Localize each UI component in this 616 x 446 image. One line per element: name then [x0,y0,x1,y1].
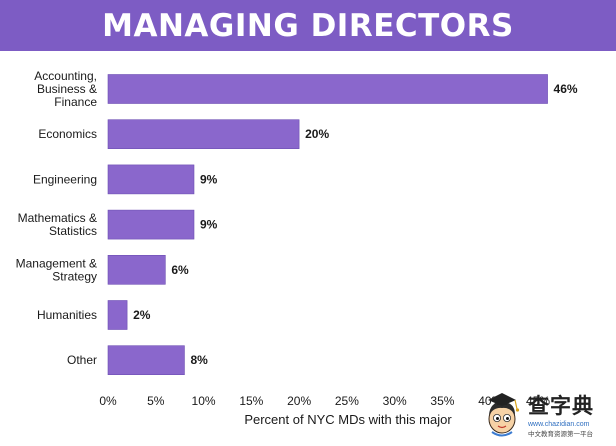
category-label-line: Finance [54,95,97,109]
category-label-line: Statistics [49,224,97,238]
x-tick-label-7: 35% [430,394,454,408]
bar-5 [107,300,128,330]
chart-title: MANAGING DIRECTORS [102,7,514,44]
value-labels: 46% 20% 9% 9% 6% 2% 8% [133,82,578,367]
category-label-5: Humanities [37,308,97,322]
bar-1 [107,119,300,149]
category-label-0: Accounting, Business & Finance [34,69,97,109]
category-label-4: Management & Strategy [16,256,97,283]
watermark-tagline: 中文教育资源第一平台 [528,429,593,438]
value-label-1: 20% [305,127,329,141]
watermark-url: www.chazidian.com [527,421,590,428]
category-label-1: Economics [38,127,97,141]
value-label-0: 46% [554,82,578,96]
bar-3 [107,209,195,240]
category-label-line: Economics [38,127,97,141]
x-tick-label-4: 20% [287,394,311,408]
x-tick-label-3: 15% [239,394,263,408]
category-label-line: Mathematics & [18,211,97,225]
category-label-line: Strategy [52,269,97,283]
x-tick-label-6: 30% [383,394,407,408]
x-tick-label-0: 0% [99,394,117,408]
category-labels: Accounting, Business & Finance Economics Eng… [16,69,98,367]
category-label-3: Mathematics & Statistics [18,211,97,238]
x-tick-label-1: 5% [147,394,165,408]
value-label-4: 6% [171,263,189,277]
category-label-line: Management & [16,256,97,270]
bar-6 [107,345,185,376]
x-tick-label-5: 25% [335,394,359,408]
value-label-2: 9% [200,172,218,186]
bar-4 [107,255,166,285]
value-label-3: 9% [200,218,218,232]
category-label-line: Accounting, [34,69,97,83]
bar-0 [107,74,548,104]
mascot-icon [488,393,520,437]
category-label-line: Other [67,353,97,367]
category-label-6: Other [67,353,97,367]
x-tick-label-2: 10% [192,394,216,408]
category-label-line: Engineering [33,172,97,186]
x-tick-label-9: 45% [526,394,550,408]
category-label-line: Business & [37,82,97,96]
value-label-5: 2% [133,308,151,322]
bar-chart: Accounting, Business & Finance Economics Eng… [16,69,578,427]
title-banner: MANAGING DIRECTORS [0,0,616,51]
x-axis-label: Percent of NYC MDs with this major [244,412,452,427]
bars-layer [107,74,548,376]
category-label-2: Engineering [33,172,97,186]
value-label-6: 8% [190,353,208,367]
category-label-line: Humanities [37,308,97,322]
watermark-logo: 查字典 www.chazidian.com 中文教育资源第一平台 [488,393,594,438]
bar-2 [107,164,195,195]
watermark-title: 查字典 [528,394,594,418]
